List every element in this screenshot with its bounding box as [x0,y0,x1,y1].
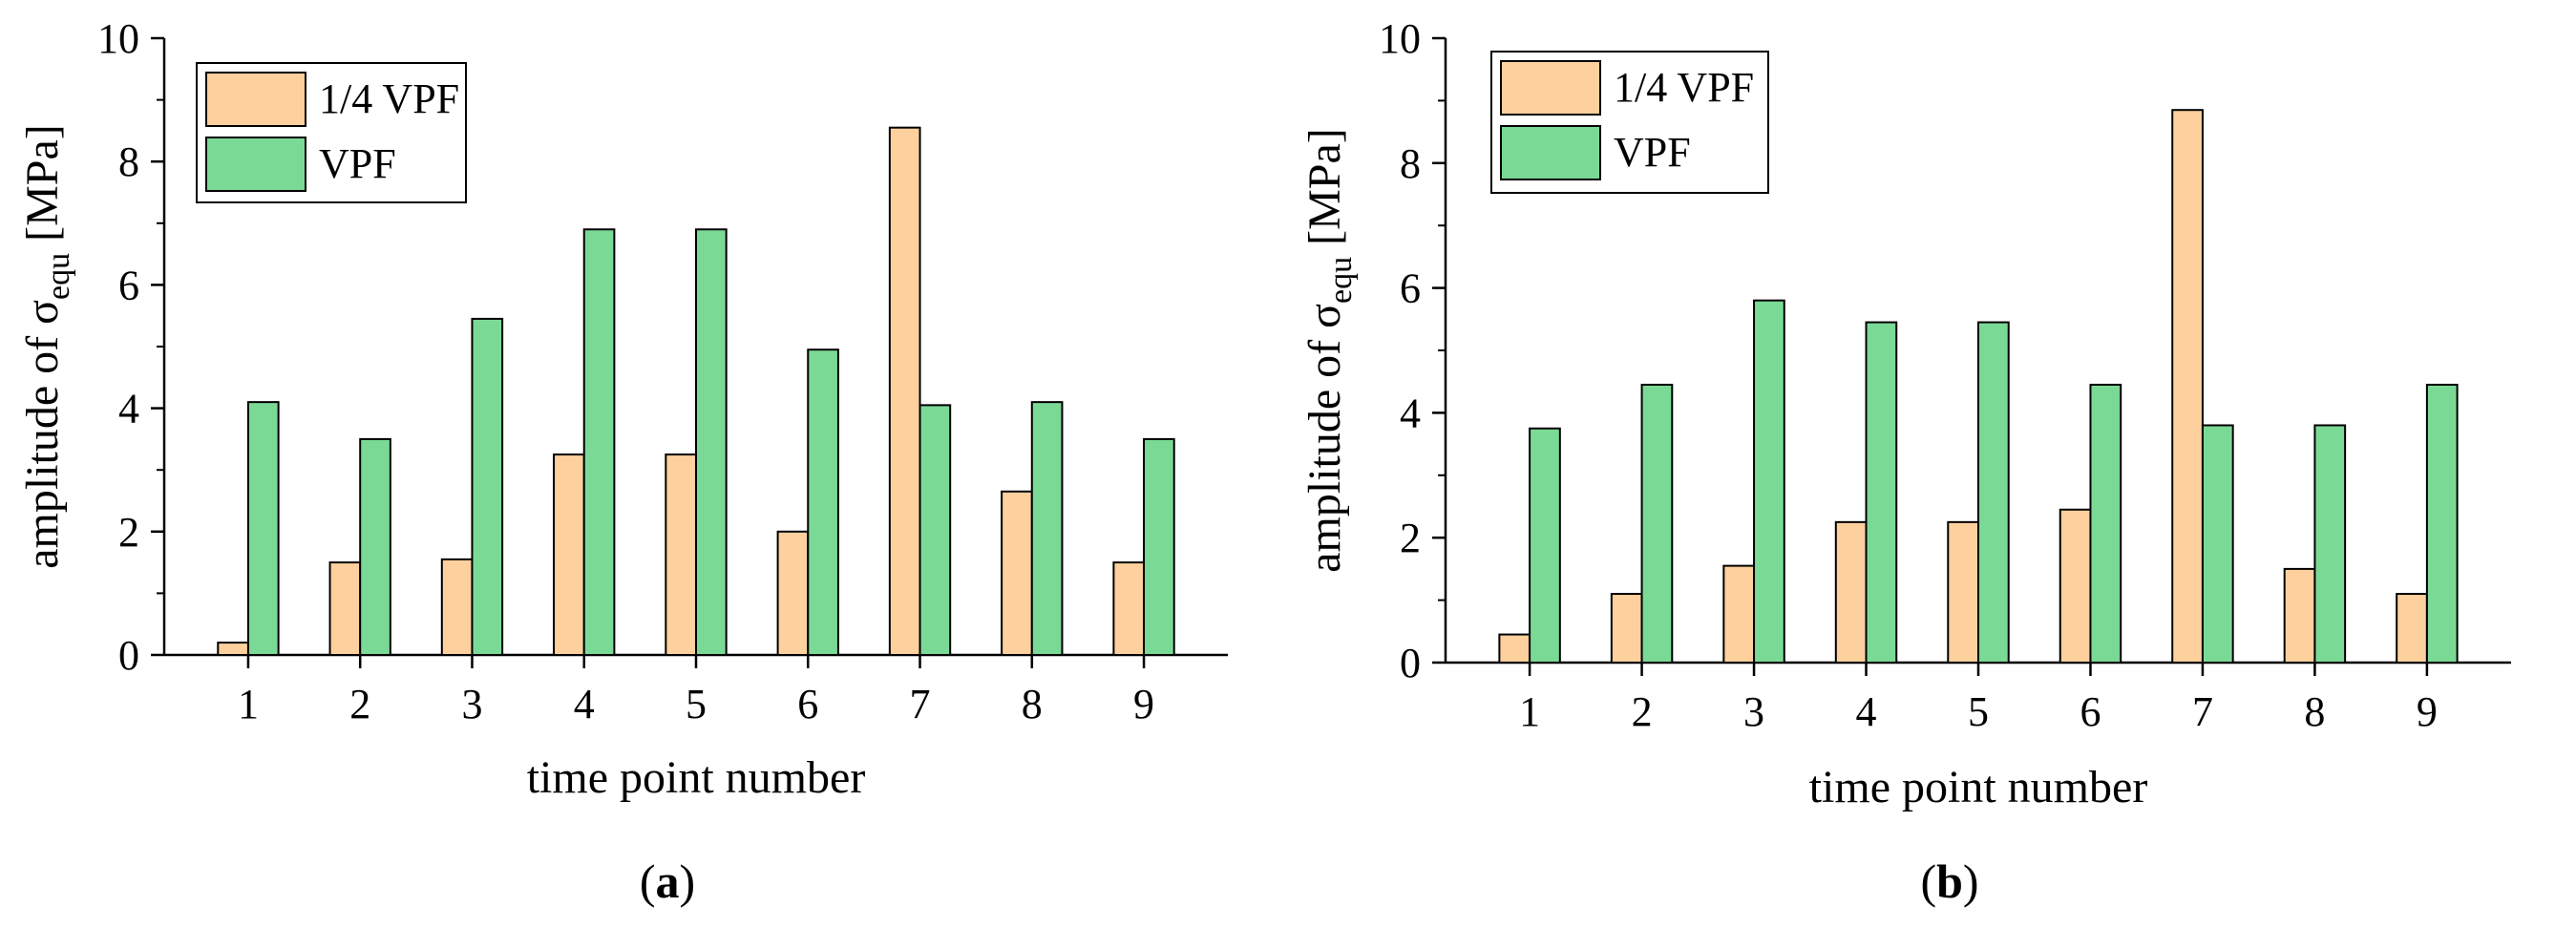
legend: 1/4 VPF VPF [196,62,467,203]
bar-vpf-2 [1640,383,1674,664]
y-axis-label: amplitude of σequ [MPa] [17,124,76,569]
bar-quarter-vpf-7 [2171,109,2204,664]
x-tick-label: 7 [910,681,931,728]
bar-quarter-vpf-6 [2059,508,2092,664]
x-axis-label: time point number [527,752,866,803]
bar-vpf-9 [1143,437,1175,656]
bar-quarter-vpf-9 [1112,561,1146,656]
bar-vpf-7 [918,404,952,656]
panel-label-letter: b [1936,854,1963,908]
x-tick-label: 7 [2192,688,2213,735]
panel-label-close: ) [680,854,696,908]
bar-quarter-vpf-9 [2396,593,2428,664]
bar-vpf-7 [2201,424,2234,664]
y-tick-label: 10 [97,15,139,62]
y-axis-label-subscript: equ [41,253,76,300]
y-axis-label-unit: [MPa] [1299,128,1350,257]
bar-vpf-8 [2313,424,2347,664]
bar-quarter-vpf-4 [553,453,585,656]
bar-vpf-6 [2089,383,2122,664]
bar-quarter-vpf-4 [1834,520,1868,664]
x-tick-label: 8 [1022,681,1043,728]
bar-quarter-vpf-5 [665,453,697,656]
y-axis-label-subscript: equ [1323,257,1359,304]
y-axis-label-prefix: amplitude of σ [17,300,68,569]
y-axis-label: amplitude of σequ [MPa] [1299,128,1359,573]
y-tick-label: 8 [118,138,139,185]
x-tick-label: 4 [1856,688,1877,735]
legend-swatch [1500,60,1601,116]
x-axis-label: time point number [1809,762,2148,812]
bar-quarter-vpf-5 [1947,520,1979,664]
legend-label: VPF [1614,129,1691,176]
y-tick-label: 0 [1400,640,1421,686]
bar-quarter-vpf-2 [328,561,362,656]
legend-label: 1/4 VPF [1614,64,1754,111]
x-tick-label: 9 [1133,681,1154,728]
panel-label: (b) [1920,854,1978,908]
x-tick-label: 1 [238,681,259,728]
x-tick-label: 3 [461,681,482,728]
legend: 1/4 VPF VPF [1490,51,1769,194]
x-tick-label: 1 [1519,688,1540,735]
x-tick-label: 2 [1632,688,1653,735]
panel-label-close: ) [1963,854,1979,908]
bar-quarter-vpf-7 [888,126,921,657]
x-tick-label: 8 [2304,688,2325,735]
y-tick-label: 8 [1400,140,1421,187]
x-tick-label: 3 [1743,688,1764,735]
legend-swatch [205,72,306,127]
legend-swatch [1500,125,1601,180]
y-tick-label: 6 [118,262,139,308]
legend-label: VPF [319,140,396,187]
bar-vpf-5 [695,228,728,656]
x-tick-label: 5 [1968,688,1989,735]
bar-vpf-1 [246,401,280,656]
y-tick-label: 2 [118,509,139,556]
bar-vpf-4 [1865,321,1898,664]
x-tick-label: 5 [686,681,707,728]
x-tick-label: 6 [797,681,818,728]
y-axis-label-prefix: amplitude of σ [1299,304,1350,573]
bar-quarter-vpf-6 [776,530,810,656]
bar-quarter-vpf-3 [1722,564,1756,664]
bar-vpf-9 [2425,383,2459,664]
panel-label-letter: a [656,854,680,908]
bar-quarter-vpf-2 [1610,593,1643,664]
y-tick-label: 0 [118,632,139,679]
bar-vpf-8 [1030,401,1064,656]
legend-swatch [205,137,306,192]
x-tick-label: 6 [2080,688,2101,735]
y-tick-label: 2 [1400,515,1421,561]
bar-quarter-vpf-3 [440,558,474,656]
bar-quarter-vpf-8 [1001,490,1033,656]
y-axis-label-unit: [MPa] [17,124,68,253]
bar-vpf-4 [582,228,616,656]
y-tick-label: 4 [118,386,139,432]
bar-quarter-vpf-1 [1498,633,1531,664]
legend-label: 1/4 VPF [319,75,459,122]
bar-vpf-3 [471,317,504,656]
x-tick-label: 4 [574,681,595,728]
bar-vpf-3 [1753,299,1785,664]
x-tick-label: 2 [349,681,370,728]
bar-quarter-vpf-8 [2283,567,2316,664]
bar-quarter-vpf-1 [217,642,249,657]
panel-label-open: ( [640,854,656,908]
y-tick-label: 10 [1379,15,1421,62]
x-tick-label: 9 [2417,688,2438,735]
bar-vpf-1 [1529,427,1561,664]
panel-label: (a) [640,854,695,908]
bar-vpf-5 [1977,321,2010,664]
panel-label-open: ( [1920,854,1936,908]
bar-vpf-2 [359,437,391,656]
y-tick-label: 4 [1400,390,1421,436]
bar-vpf-6 [807,348,839,656]
y-tick-label: 6 [1400,265,1421,312]
